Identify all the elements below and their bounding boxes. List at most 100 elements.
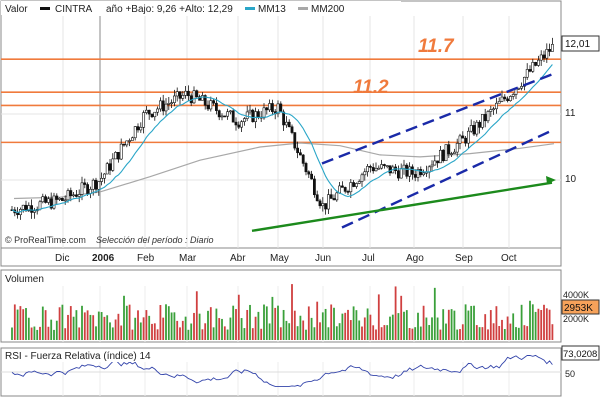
- candle-body-166: [475, 121, 479, 135]
- candle-body-188: [536, 59, 540, 66]
- volume-bar-96: [279, 327, 282, 340]
- volume-bar-48: [145, 310, 148, 340]
- volume-bar-24: [78, 327, 81, 340]
- volume-tick-4000k: 4000K: [563, 290, 589, 300]
- volume-bar-75: [221, 318, 223, 340]
- candle-body-108: [312, 178, 316, 196]
- ma200-path: [13, 142, 555, 200]
- candle-body-91: [265, 107, 269, 111]
- volume-bar-188: [537, 308, 540, 340]
- candle-body-157: [450, 153, 454, 155]
- volume-bar-58: [173, 312, 176, 340]
- header-ticker: CINTRA: [55, 4, 93, 15]
- volume-bar-7: [30, 327, 33, 340]
- volume-bar-87: [254, 316, 257, 340]
- candle-body-38: [117, 152, 120, 160]
- candle-body-99: [287, 121, 291, 128]
- candle-body-152: [436, 160, 440, 164]
- candle-body-7: [30, 205, 34, 213]
- volume-bar-147: [422, 305, 425, 340]
- candle-body-72: [212, 100, 216, 104]
- candle-body-25: [80, 182, 84, 195]
- volume-bar-57: [170, 312, 173, 340]
- x-label-feb: Feb: [137, 253, 155, 264]
- candle-body-122: [352, 182, 356, 187]
- candle-body-105: [304, 163, 308, 173]
- candle-body-186: [531, 62, 535, 72]
- volume-tick-2000k: 2000K: [563, 314, 589, 324]
- candle-body-66: [195, 90, 199, 98]
- volume-bar-138: [397, 313, 400, 340]
- candle-body-43: [131, 137, 134, 141]
- trend-arrowhead: [546, 176, 556, 184]
- volume-bar-25: [81, 305, 83, 340]
- candle-body-23: [75, 194, 78, 197]
- volume-bar-3: [19, 306, 22, 340]
- volume-bar-140: [403, 311, 405, 340]
- candle-body-185: [528, 69, 532, 72]
- candle-body-44: [133, 126, 137, 139]
- volume-bar-10: [39, 326, 41, 340]
- volume-bar-86: [251, 328, 254, 340]
- volume-bar-39: [120, 325, 123, 340]
- volume-bar-104: [302, 320, 305, 340]
- header-ma13: MM13: [258, 4, 286, 15]
- volume-bar-98: [285, 320, 288, 340]
- volume-bar-12: [44, 310, 47, 340]
- volume-bar-61: [181, 320, 184, 340]
- volume-bar-136: [391, 314, 394, 340]
- candle-body-170: [486, 111, 490, 122]
- volume-bar-155: [445, 323, 447, 340]
- volume-bar-90: [263, 304, 265, 340]
- price-panel: [0, 0, 562, 249]
- candle-body-79: [231, 110, 235, 123]
- candle-body-47: [142, 112, 146, 128]
- volume-bar-174: [498, 326, 501, 340]
- volume-bar-118: [341, 313, 344, 340]
- candle-body-119: [343, 187, 347, 192]
- annotation-level-high: 11.7: [418, 36, 455, 57]
- volume-bar-114: [330, 304, 333, 340]
- volume-bar-184: [526, 326, 529, 340]
- volume-bar-190: [543, 304, 545, 340]
- volume-bar-166: [475, 325, 478, 340]
- candle-body-182: [520, 86, 524, 89]
- candle-body-18: [60, 197, 64, 201]
- candle-body-10: [38, 201, 42, 210]
- candle-body-151: [433, 160, 437, 166]
- volume-bar-143: [411, 328, 414, 340]
- volume-bar-110: [319, 322, 321, 340]
- x-label-may: May: [270, 253, 289, 264]
- candle-body-53: [159, 100, 162, 110]
- candle-body-16: [55, 195, 59, 200]
- candle-body-176: [503, 96, 507, 100]
- volume-bar-73: [215, 308, 218, 340]
- volume-bar-108: [313, 327, 316, 340]
- rsi-line: [11, 354, 553, 387]
- volume-bar-69: [204, 323, 207, 340]
- candle-body-42: [128, 140, 132, 142]
- candle-body-69: [203, 95, 207, 106]
- volume-bar-18: [61, 304, 64, 340]
- candle-body-83: [243, 118, 246, 122]
- candle-body-49: [147, 109, 151, 115]
- volume-bar-20: [67, 314, 69, 340]
- ma13-swatch: [245, 7, 255, 10]
- candle-body-141: [405, 164, 409, 177]
- candle-body-58: [173, 95, 176, 103]
- candle-body-48: [145, 109, 148, 113]
- volume-bar-172: [492, 323, 495, 340]
- volume-bar-41: [125, 305, 128, 340]
- volume-bar-14: [50, 319, 53, 340]
- candle-body-22: [72, 194, 76, 197]
- candle-body-161: [461, 135, 465, 139]
- volume-bar-80: [235, 309, 237, 340]
- candle-body-102: [296, 147, 300, 154]
- volume-bar-186: [531, 304, 534, 340]
- candle-body-14: [49, 198, 53, 209]
- candle-body-60: [178, 91, 182, 99]
- volume-bar-178: [509, 323, 512, 340]
- watermark: © ProRealTime.com: [5, 235, 86, 245]
- candle-body-172: [492, 108, 496, 111]
- volume-bar-135: [389, 316, 391, 340]
